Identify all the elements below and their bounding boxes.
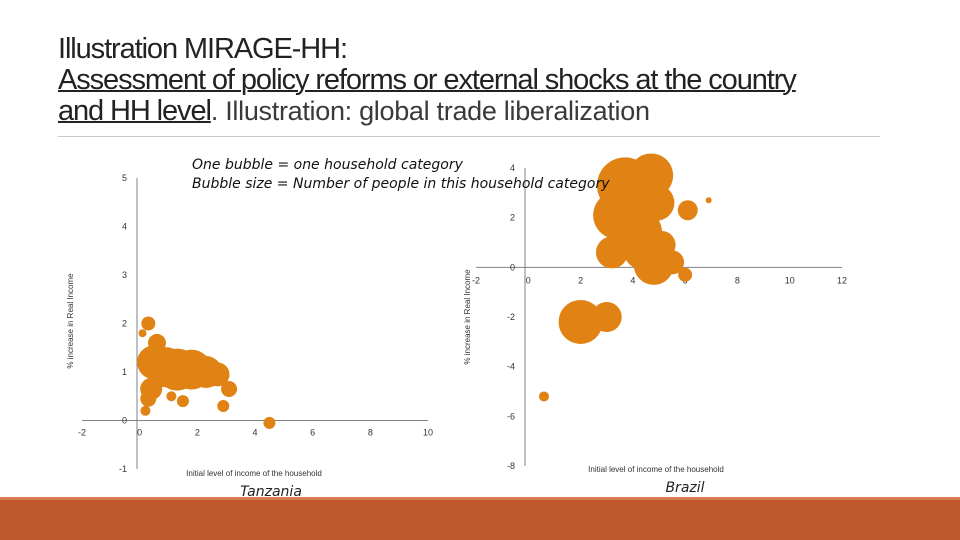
slide-title: Illustration MIRAGE-HH: Assessment of po…: [58, 34, 938, 127]
data-bubble: [678, 267, 693, 282]
x-tick-label: 2: [195, 428, 200, 438]
data-bubble: [166, 391, 177, 402]
data-bubble: [138, 329, 147, 338]
title-line-3: and HH level. Illustration: global trade…: [58, 96, 938, 127]
data-bubble: [558, 299, 603, 344]
data-bubble: [705, 197, 712, 204]
y-tick-label: 2: [510, 213, 515, 223]
x-tick-label: 10: [423, 428, 433, 438]
chart-caption: Tanzania: [240, 484, 302, 500]
y-axis-title: % increase in Real Income: [463, 269, 472, 365]
x-tick-label: 12: [837, 275, 847, 285]
y-tick-label: -1: [119, 464, 127, 474]
x-tick-label: 0: [526, 275, 531, 285]
tanzania-chart: -2 0 2 4 6 8 10 -1 0 1 2 3 4 5 % increase in Real Inco…: [66, 173, 433, 500]
x-tick-label: -2: [472, 275, 480, 285]
x-tick-label: 8: [368, 428, 373, 438]
title-line-1: Illustration MIRAGE-HH:: [58, 33, 348, 65]
x-axis-title: Initial level of income of the household: [186, 469, 322, 478]
footer-bar: [0, 497, 960, 540]
x-tick-label: 6: [310, 428, 315, 438]
data-bubble: [221, 380, 238, 397]
y-tick-label: -6: [507, 411, 515, 421]
data-bubble: [595, 236, 628, 269]
chart-caption: Brazil: [665, 480, 704, 496]
x-axis-title: Initial level of income of the household: [588, 465, 724, 474]
footer-stripe: [0, 497, 960, 500]
data-bubble: [205, 362, 230, 387]
data-bubble: [538, 391, 549, 402]
x-tick-label: 0: [137, 428, 142, 438]
x-tick-label: 2: [578, 275, 583, 285]
title-line-3-underlined: and HH level: [58, 95, 212, 127]
y-tick-label: 2: [122, 319, 127, 329]
y-tick-label: 4: [122, 222, 127, 232]
x-tick-label: -2: [78, 428, 86, 438]
data-bubble: [217, 399, 230, 412]
bubble-note-line-1: One bubble = one household category: [192, 157, 463, 173]
title-line-3-rest: . Illustration: global trade liberalizat…: [210, 96, 650, 126]
y-tick-label: 1: [122, 367, 127, 377]
data-bubble: [141, 316, 156, 331]
y-tick-label: -8: [507, 461, 515, 471]
data-bubble: [677, 200, 698, 221]
y-tick-label: -2: [507, 312, 515, 322]
data-bubble: [147, 333, 166, 352]
y-tick-label: 4: [510, 163, 515, 173]
y-tick-label: 3: [122, 270, 127, 280]
y-tick-label: 5: [122, 173, 127, 183]
data-bubble: [263, 416, 276, 429]
y-tick-label: 0: [122, 416, 127, 426]
x-tick-label: 4: [252, 428, 257, 438]
y-tick-label: 0: [510, 262, 515, 272]
title-divider: [58, 136, 880, 137]
x-tick-label: 10: [785, 275, 795, 285]
y-tick-label: -4: [507, 362, 515, 372]
data-bubble: [140, 405, 151, 416]
bubble-note-line-2: Bubble size = Number of people in this h…: [192, 176, 610, 192]
title-line-2: Assessment of policy reforms or external…: [58, 64, 797, 96]
x-tick-label: 4: [630, 275, 635, 285]
x-tick-label: 8: [735, 275, 740, 285]
data-bubble: [591, 302, 622, 332]
y-axis-title: % increase in Real Income: [66, 273, 75, 369]
data-bubble: [140, 390, 157, 407]
data-bubble: [176, 395, 189, 408]
data-bubble: [660, 250, 685, 275]
